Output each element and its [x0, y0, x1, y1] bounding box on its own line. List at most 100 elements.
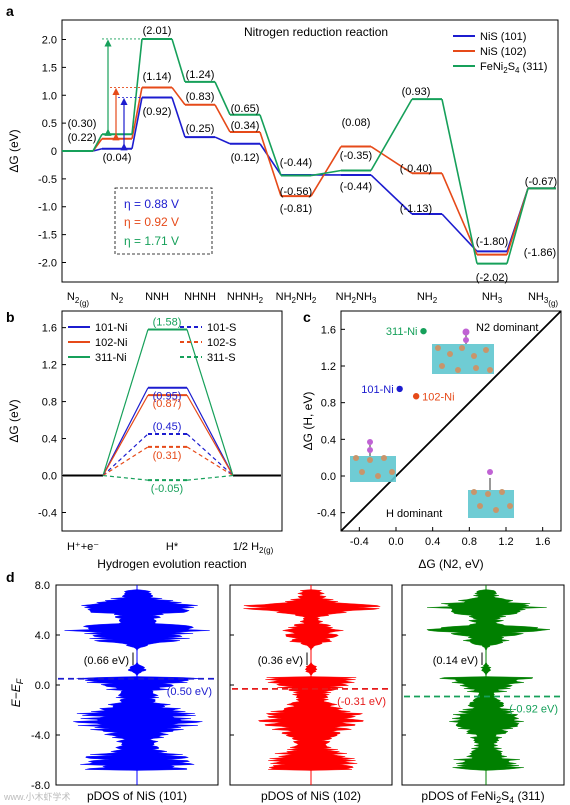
a-category-label: NH3(g) — [528, 291, 558, 308]
panel-letter-d: d — [6, 569, 15, 585]
parity-line — [340, 310, 562, 532]
c-ytick-label: -0.4 — [317, 508, 336, 520]
a-data-label: (0.25) — [186, 123, 215, 135]
b-connector-left-1 — [102, 394, 149, 476]
c-point-101-Ni — [396, 385, 403, 393]
a-category-label: NH2NH3 — [336, 291, 377, 305]
b-connector-right-4 — [186, 446, 234, 477]
a-data-label: (-0.44) — [340, 181, 372, 193]
pdos-subplot-label: pDOS of FeNi2S4 (311) — [421, 789, 544, 805]
a-connector-2 — [131, 38, 143, 135]
d-ytick-label: 4.0 — [35, 630, 50, 642]
panel-d: d E−EF -8.0 -4.0 0.0 4.0 8.0 (0.50 eV) (0.66 … — [3, 569, 565, 805]
b-legend-label: 102-S — [207, 337, 236, 349]
b-data-label: (0.45) — [153, 421, 182, 433]
c-xtick-label: 0.4 — [425, 536, 440, 548]
a-connector-0 — [214, 136, 231, 145]
a-connector-1 — [131, 87, 143, 139]
eta-red: η = 0.92 V — [124, 215, 179, 229]
a-category-label: N2 — [111, 291, 124, 305]
a-connector-2 — [92, 133, 103, 152]
a-connector-2 — [441, 98, 478, 264]
b-ytick-label: 0.8 — [42, 397, 57, 409]
b-connector-left-2 — [102, 329, 149, 476]
b-connector-right-0 — [186, 387, 234, 476]
a-ytick-label: 0 — [51, 146, 57, 158]
b-legend-label: 311-S — [207, 352, 236, 364]
a-connector-0 — [171, 97, 186, 138]
b-connector-left-5 — [102, 474, 149, 481]
a-data-label: (1.14) — [143, 71, 172, 83]
a-connector-0 — [259, 143, 282, 176]
a-connector-1 — [214, 104, 231, 133]
a-connector-1 — [370, 145, 413, 174]
d-ytick-label: 8.0 — [35, 580, 50, 592]
a-connector-2 — [370, 98, 413, 171]
a-data-label: (0.92) — [143, 106, 172, 118]
panel-d-subplots: (0.50 eV) (0.66 eV) pDOS of NiS (101) (-0.3… — [55, 584, 565, 805]
a-data-label: (-0.44) — [280, 157, 312, 169]
a-legend-label: FeNi2S4 (311) — [480, 61, 547, 75]
a-data-label: (0.12) — [231, 152, 260, 164]
pdos-subplot-1: (-0.31 eV) (0.36 eV) pDOS of NiS (102) — [229, 584, 393, 803]
c-point-label: 311-Ni — [386, 326, 418, 338]
b-ytick-label: -0.4 — [38, 508, 57, 520]
b-connector-right-3 — [186, 433, 234, 476]
a-ytick-label: 2.0 — [42, 35, 57, 47]
panel-b: b -0.4 0.0 0.4 0.8 1.2 1.6 ΔG (eV) H⁺+e⁻ H* 1/2… — [6, 309, 283, 571]
panel-a-ylabel: ΔG (eV) — [7, 129, 21, 172]
c-ytick-label: 0.0 — [321, 471, 336, 483]
a-category-label: NH2NH2 — [276, 291, 317, 305]
a-ytick-label: -1.5 — [38, 230, 57, 242]
panel-b-xlabel: Hydrogen evolution reaction — [97, 557, 246, 571]
c-xtick-label: 0.8 — [462, 536, 477, 548]
b-legend-label: 101-Ni — [95, 322, 127, 334]
panel-c-ticks: -0.4 -0.4 0.0 0.0 0.4 0.4 0.8 0.8 1.2 1.2 1.6 1.6 — [317, 324, 550, 548]
panel-a-legend: NiS (101) NiS (102) FeNi2S4 (311) — [453, 31, 547, 75]
d-ytick-label: 0.0 — [35, 680, 50, 692]
eta-blue: η = 0.88 V — [124, 197, 179, 211]
b-legend-label: 101-S — [207, 322, 236, 334]
pdos-subplot-0: (0.50 eV) (0.66 eV) pDOS of NiS (101) — [55, 584, 219, 803]
a-ytick-label: -2.0 — [38, 257, 57, 269]
b-connector-right-2 — [186, 329, 234, 476]
a-connector-2 — [171, 38, 186, 83]
a-data-label: (-0.81) — [280, 203, 312, 215]
a-ytick-label: 1.5 — [42, 62, 57, 74]
a-connector-1 — [310, 146, 342, 197]
c-xtick-label: 0.0 — [388, 536, 403, 548]
pdos-gap-label: (0.14 eV) — [433, 655, 478, 667]
c-point-311-Ni — [420, 327, 427, 335]
slab-model-101 — [350, 439, 396, 482]
a-connector-2 — [214, 81, 231, 116]
panel-c-ylabel: ΔG (H, eV) — [301, 392, 315, 451]
panel-letter-c: c — [303, 309, 311, 325]
a-connector-1 — [259, 131, 282, 197]
panel-a: a Nitrogen reduction reaction -2.0 -1.5 -1… — [6, 3, 559, 308]
panel-d-ylabel: E−EF — [9, 678, 25, 707]
panel-c-points: 311-Ni 101-Ni 102-Ni — [361, 326, 454, 403]
panel-b-legend: 101-Ni 102-Ni 311-Ni 101-S 102-S 311-S — [68, 322, 236, 364]
panel-a-x-categories: N2(g)N2 NNH NHNH NHNH2 NH2NH2 NH2NH3 NH2 NH3 NH3… — [67, 291, 558, 308]
panel-b-ylabel: ΔG (eV) — [7, 399, 21, 442]
pdos-level-label: (0.50 eV) — [167, 686, 212, 698]
a-legend-label: NiS (101) — [480, 31, 526, 43]
slab-model-311 — [432, 328, 494, 374]
b-category-label: H⁺+e⁻ — [67, 541, 99, 553]
a-data-label: (0.30) — [68, 118, 97, 130]
panel-c-xlabel: ΔG (N2, eV) — [418, 557, 483, 571]
a-connector-0 — [131, 97, 143, 149]
a-ytick-label: -0.5 — [38, 174, 57, 186]
pdos-level-label: (-0.31 eV) — [337, 696, 386, 708]
b-data-label: (-0.05) — [151, 483, 183, 495]
b-connector-right-5 — [186, 474, 234, 481]
b-data-label: (0.95) — [153, 391, 182, 403]
a-connector-0 — [92, 147, 103, 152]
n2-dominant-label: N2 dominant — [476, 322, 538, 334]
b-data-label: (1.58) — [153, 316, 182, 328]
c-xtick-label: 1.2 — [498, 536, 513, 548]
pdos-subplot-label: pDOS of NiS (101) — [87, 789, 187, 803]
a-data-label: (0.83) — [186, 91, 215, 103]
b-legend-label: 311-Ni — [95, 352, 127, 364]
